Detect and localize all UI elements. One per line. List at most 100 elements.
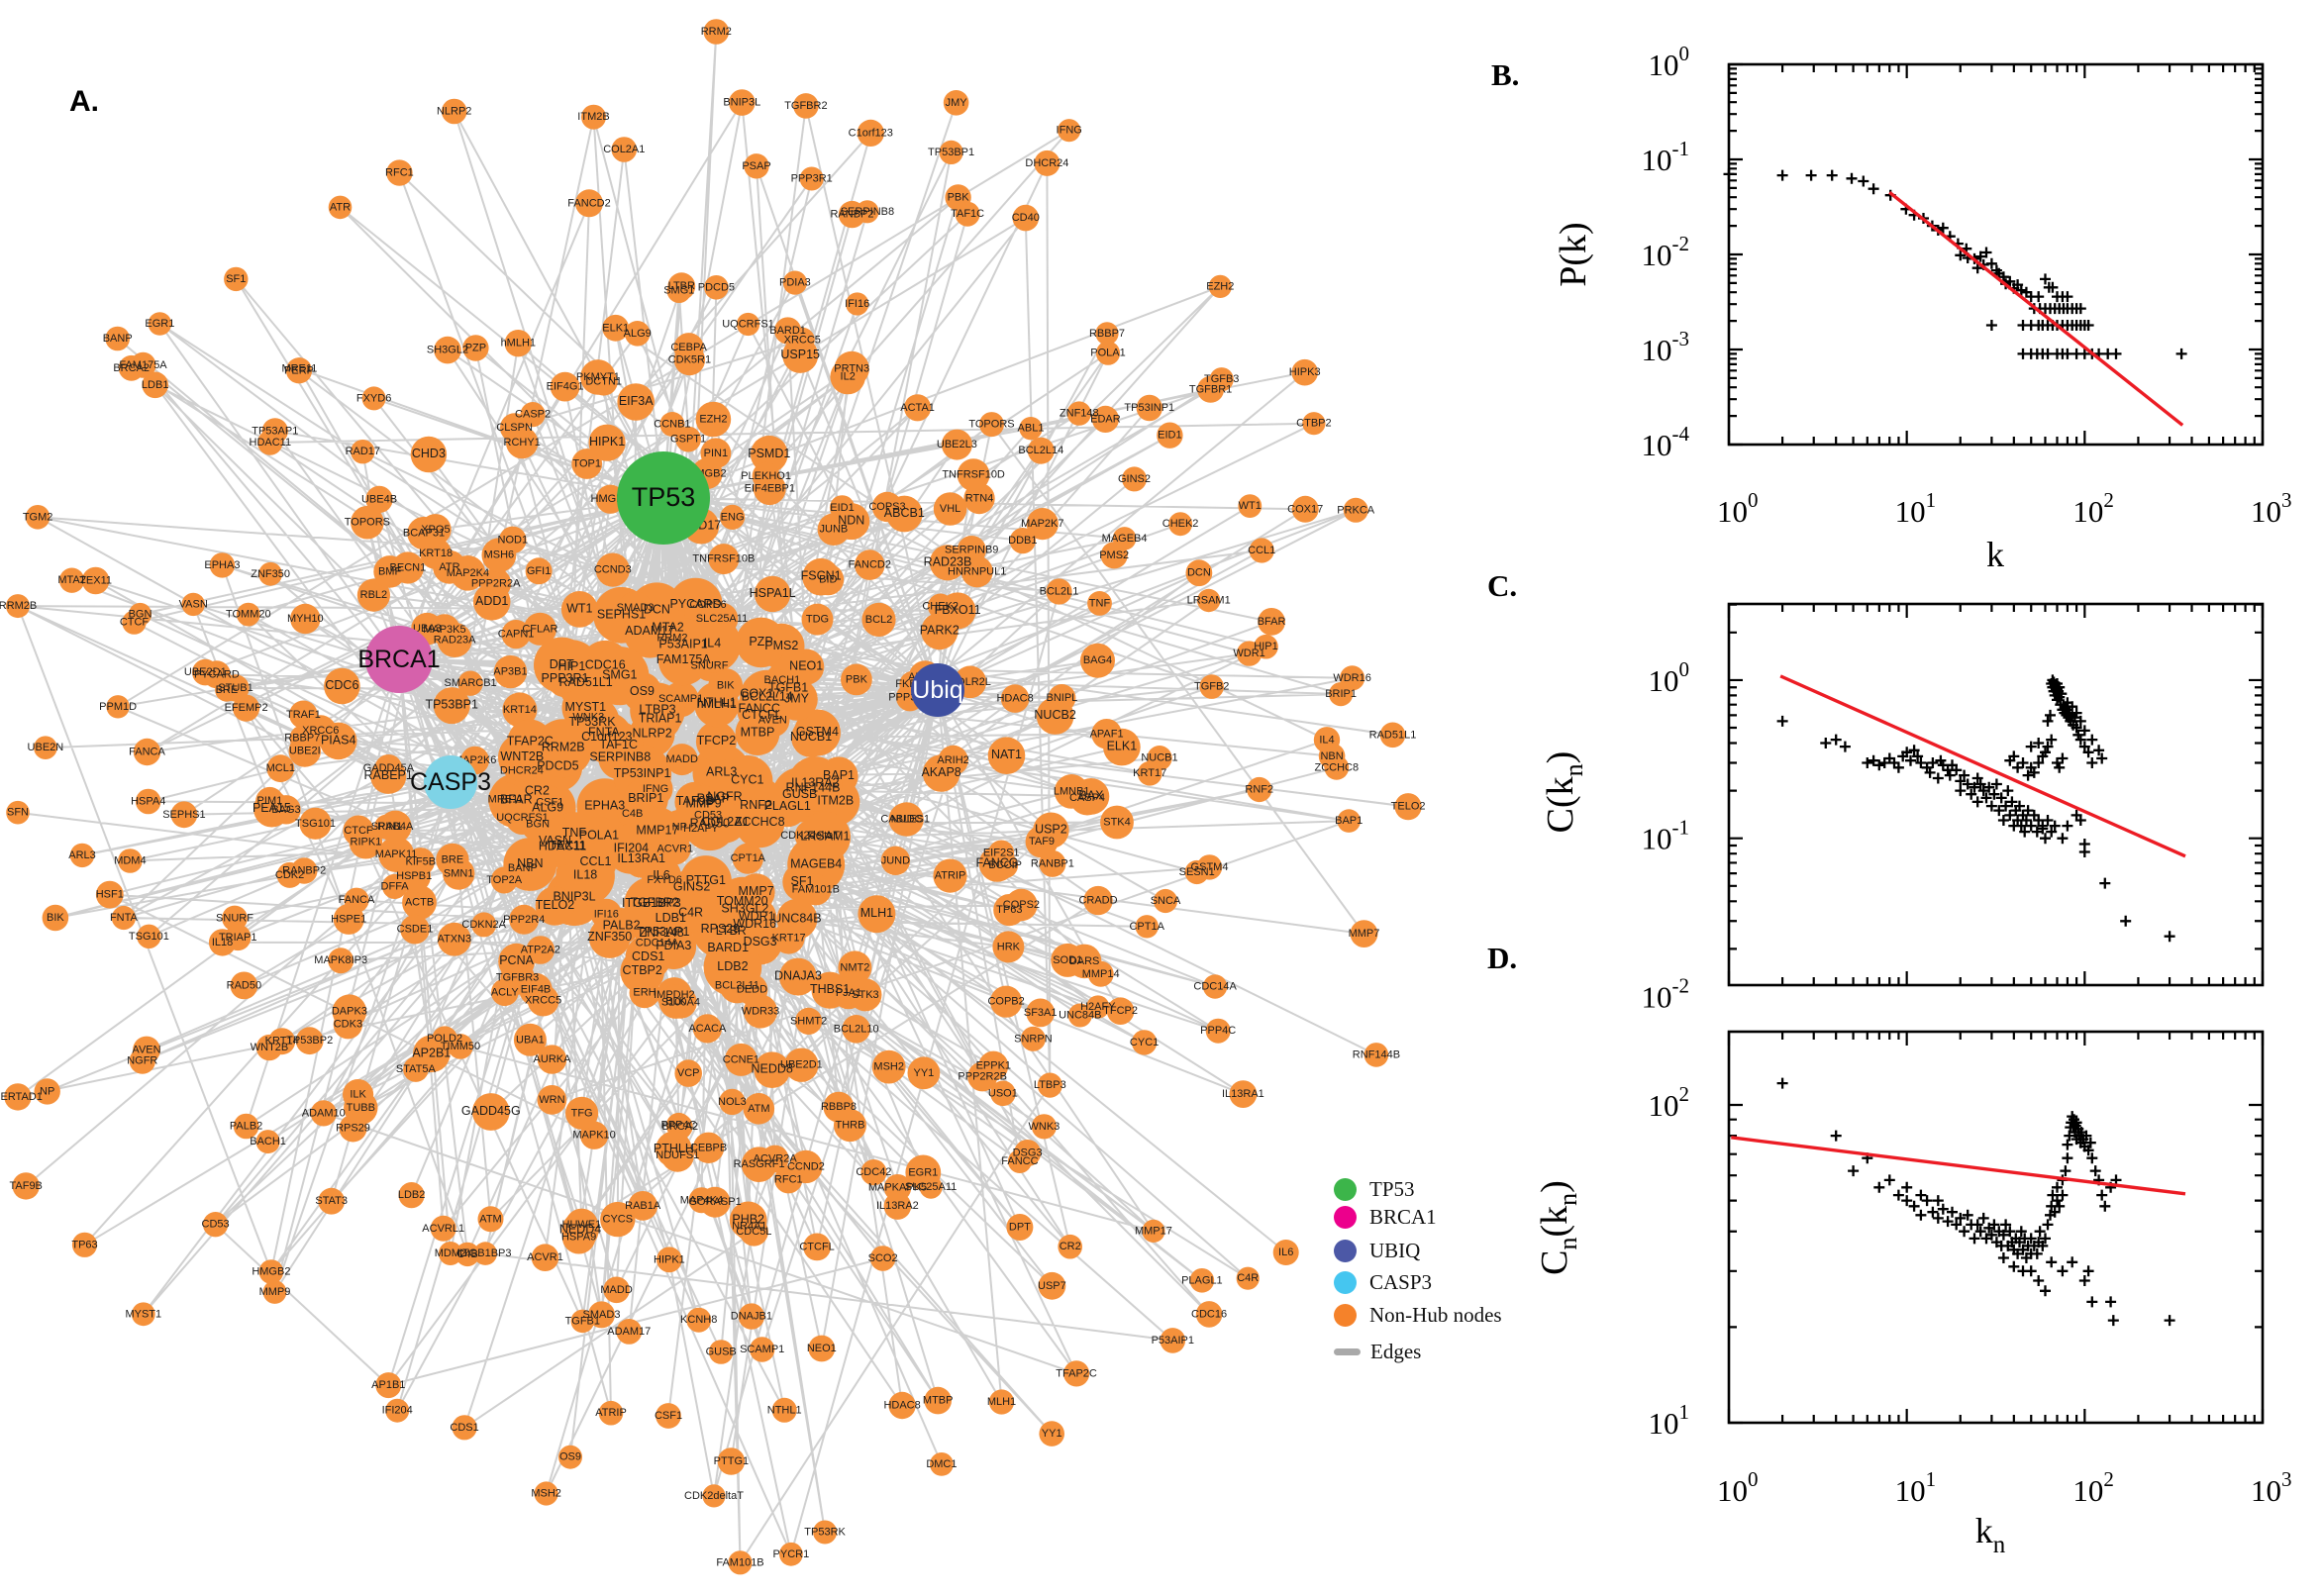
network-node-label: DHCR24 xyxy=(500,764,544,776)
network-node-label: ARIH2 xyxy=(937,754,968,766)
y-axis-tick-label: 100 xyxy=(1649,657,1690,698)
network-node xyxy=(744,153,769,179)
network-node xyxy=(420,514,452,546)
network-node xyxy=(659,412,685,437)
network-node xyxy=(799,811,852,863)
network-node-label: TOPORS xyxy=(968,419,1014,431)
network-node-label: COX17 xyxy=(740,687,780,701)
network-node-label: KRT17 xyxy=(1133,767,1166,779)
network-node xyxy=(1012,204,1040,232)
network-node-label: PYCARD xyxy=(194,668,240,680)
network-node xyxy=(838,950,872,985)
network-node-label: THRB xyxy=(836,1120,865,1132)
network-node-label: NP xyxy=(672,822,687,834)
network-node xyxy=(704,275,729,300)
network-node xyxy=(638,771,673,807)
network-node-label: DNAJA3 xyxy=(774,969,822,983)
network-node-label: NGFR xyxy=(707,790,742,804)
network-node xyxy=(558,1445,582,1469)
network-node-label: RAD50 xyxy=(227,979,261,991)
network-node xyxy=(257,430,283,455)
network-node-label: YY1 xyxy=(1042,1428,1062,1440)
network-node-label: EID1 xyxy=(1158,430,1181,442)
network-node-label: PSMD1 xyxy=(748,447,790,460)
network-node-label: AP1B1 xyxy=(371,1379,405,1391)
network-node-label: COPB2 xyxy=(987,996,1024,1008)
network-node-label: CHD3 xyxy=(412,447,446,460)
legend-item-non-hub-nodes: Non-Hub nodes xyxy=(1334,1300,1502,1330)
network-node-label: CASP4 xyxy=(1069,792,1105,804)
network-node-label: BCL2L14 xyxy=(1018,445,1063,456)
network-node xyxy=(789,327,815,352)
network-node-label: FXYD6 xyxy=(647,874,681,886)
network-node-label: WDR1 xyxy=(1233,648,1264,659)
network-node xyxy=(736,617,786,668)
network-node xyxy=(441,98,467,125)
network-node-label: PLEKHO1 xyxy=(741,470,791,482)
network-node-label: C4R xyxy=(678,906,703,920)
network-node-label: COPS6 xyxy=(689,599,726,611)
network-node-label: EIF2S1 xyxy=(983,848,1020,859)
network-node-label: UQCRFS1 xyxy=(722,319,774,331)
network-node-label: BRCA2 xyxy=(113,362,150,374)
network-node-label: SNURF xyxy=(691,660,729,672)
network-nodes xyxy=(4,19,1422,1575)
network-node-label: MRE11 xyxy=(281,363,317,375)
network-node xyxy=(960,555,993,588)
network-node-label: KRT18 xyxy=(419,548,453,559)
y-axis-label: P(k) xyxy=(1553,222,1594,286)
network-node-label: TP53RK xyxy=(568,715,616,729)
network-node-label: UBE2D1 xyxy=(780,1059,823,1071)
network-node xyxy=(695,401,732,438)
network-node-label: CR2 xyxy=(525,783,550,797)
network-node-label: RPS29 xyxy=(336,1123,370,1135)
network-node xyxy=(600,1201,636,1238)
network-node-label: MADD xyxy=(600,1284,632,1296)
network-node xyxy=(6,594,30,619)
network-node xyxy=(1202,974,1228,999)
network-node-label: KRT14 xyxy=(503,704,537,716)
network-node xyxy=(506,426,539,459)
plot-frame xyxy=(1727,602,2265,987)
network-node-label: FANCC xyxy=(739,702,780,716)
network-node-label: IL2 xyxy=(841,371,856,383)
network-node xyxy=(869,1246,896,1271)
network-node-label: MADD xyxy=(666,753,698,765)
network-node xyxy=(262,1280,287,1304)
network-node-label: BID xyxy=(819,573,837,585)
network-node-label: NAT1 xyxy=(991,748,1022,761)
network-node-label: MLH1 xyxy=(987,1396,1016,1408)
network-node xyxy=(433,687,470,725)
network-node-label: TRAF1 xyxy=(286,709,321,721)
network-node-label: BCL2L1 xyxy=(1040,586,1079,598)
network-node-label: GUSB xyxy=(782,787,817,801)
network-node-label: PMS2 xyxy=(1099,549,1129,561)
network-node-label: FAM101B xyxy=(792,884,840,896)
network-node-label: GUSB xyxy=(706,1347,737,1358)
network-node-label: ADAM10 xyxy=(302,1107,346,1119)
network-node-label: KCNH8 xyxy=(680,1314,717,1326)
network-node-label: IFI16 xyxy=(845,298,869,310)
network-node-label: TDG xyxy=(806,614,829,626)
network-node-label: RASGRF1 xyxy=(734,1158,785,1170)
network-node-label: BCL2L11 xyxy=(715,980,759,992)
network-node-label: WDR1 xyxy=(739,910,775,924)
network-node xyxy=(1095,322,1119,346)
network-node-label: UQCRFS1 xyxy=(496,812,549,824)
network-node-label: GSPT1 xyxy=(670,434,706,446)
network-node-label: HSF1 xyxy=(96,889,124,901)
network-legend: TP53 BRCA1 UBIQ CASP3 Non-Hub nodes Edges xyxy=(1334,1172,1562,1370)
network-node-label: RANBP2 xyxy=(282,865,326,877)
network-node-label: UBA1 xyxy=(516,1034,545,1046)
network-node-label: IL4 xyxy=(704,637,721,650)
network-node xyxy=(656,1247,682,1273)
network-node-label: NP xyxy=(40,1085,54,1097)
network-node-label: CEBPA xyxy=(670,342,707,353)
network-node xyxy=(630,682,685,739)
network-node xyxy=(1007,1149,1032,1173)
network-node-label: BANP xyxy=(103,333,133,345)
network-node-label: AVEN xyxy=(132,1045,160,1056)
network-node-label: BCL2 xyxy=(865,614,893,626)
network-node-label: JUNB xyxy=(820,524,849,536)
network-node-label: TRIAP1 xyxy=(639,711,682,725)
